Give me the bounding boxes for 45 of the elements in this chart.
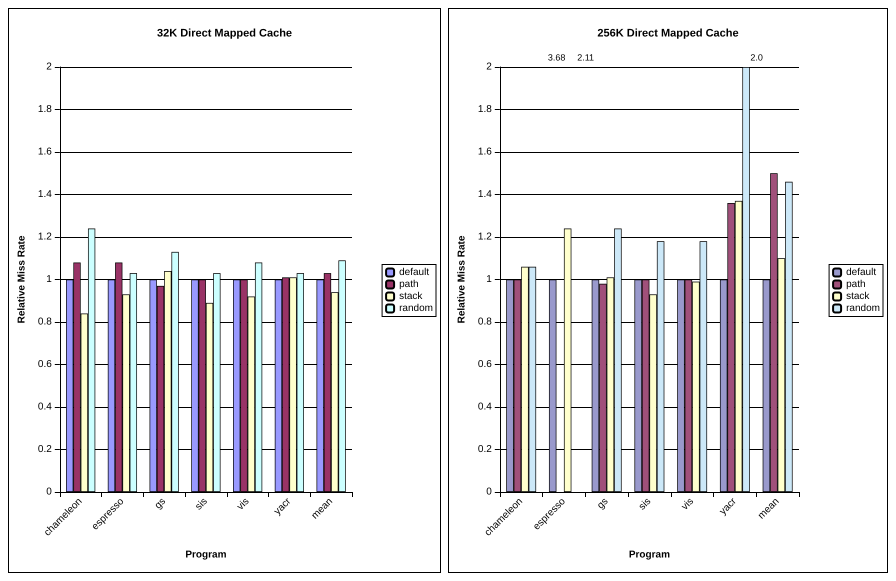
text: 3.68 [548, 52, 566, 62]
y-axis-title: Relative Miss Rate [456, 235, 468, 324]
y-tick-label: 1 [46, 274, 52, 285]
legend-label: stack [399, 291, 424, 302]
y-tick-label: 2 [46, 62, 52, 72]
x-tick-label: vis [680, 496, 696, 513]
y-tick-label: 1.4 [478, 189, 492, 200]
text: 2.11 [577, 52, 594, 62]
x-tick-label: sis [636, 496, 654, 513]
y-tick-label: 0 [486, 486, 492, 498]
x-axis-title: Program [185, 550, 227, 560]
x-tick-label: sis [193, 496, 210, 513]
y-tick-label: 1.8 [38, 104, 52, 115]
y-tick-label: 0.6 [38, 359, 52, 370]
x-axis-title: Program [628, 550, 670, 560]
y-axis-title: Relative Miss Rate [16, 235, 28, 324]
x-tick-label: vis [235, 496, 252, 513]
legend-label: stack [846, 291, 870, 302]
y-tick-label: 1.4 [38, 189, 52, 200]
legend-label: random [399, 303, 433, 314]
y-tick-label: 2 [486, 62, 492, 72]
y-tick-label: 0.2 [38, 444, 52, 455]
legend-label: random [846, 303, 880, 314]
chart-title: 256K Direct Mapped Cache [597, 28, 739, 40]
chart-title: 32K Direct Mapped Cache [156, 28, 292, 40]
x-tick-label: gs [595, 496, 611, 512]
y-tick-label: 0 [46, 486, 52, 498]
y-tick-label: 0.2 [478, 444, 492, 455]
y-tick-label: 0.8 [38, 316, 52, 328]
y-tick-label: 1.6 [38, 146, 52, 158]
data-label: 2.0 [750, 52, 763, 62]
legend-label: default [846, 267, 876, 278]
y-tick-label: 1 [486, 274, 492, 285]
y-tick-label: 0.6 [478, 359, 492, 370]
y-tick-label: 1.6 [478, 146, 492, 158]
y-tick-label: 1.2 [478, 232, 492, 242]
y-tick-label: 0.4 [38, 402, 52, 412]
y-tick-label: 0.4 [478, 402, 492, 412]
y-tick-label: 1.8 [478, 104, 492, 115]
x-tick-label: gs [152, 496, 168, 512]
y-tick-label: 0.8 [478, 316, 492, 328]
legend-label: default [399, 267, 430, 278]
legend-label: path [846, 279, 866, 290]
y-tick-label: 1.2 [38, 232, 52, 242]
legend-label: path [399, 279, 419, 290]
